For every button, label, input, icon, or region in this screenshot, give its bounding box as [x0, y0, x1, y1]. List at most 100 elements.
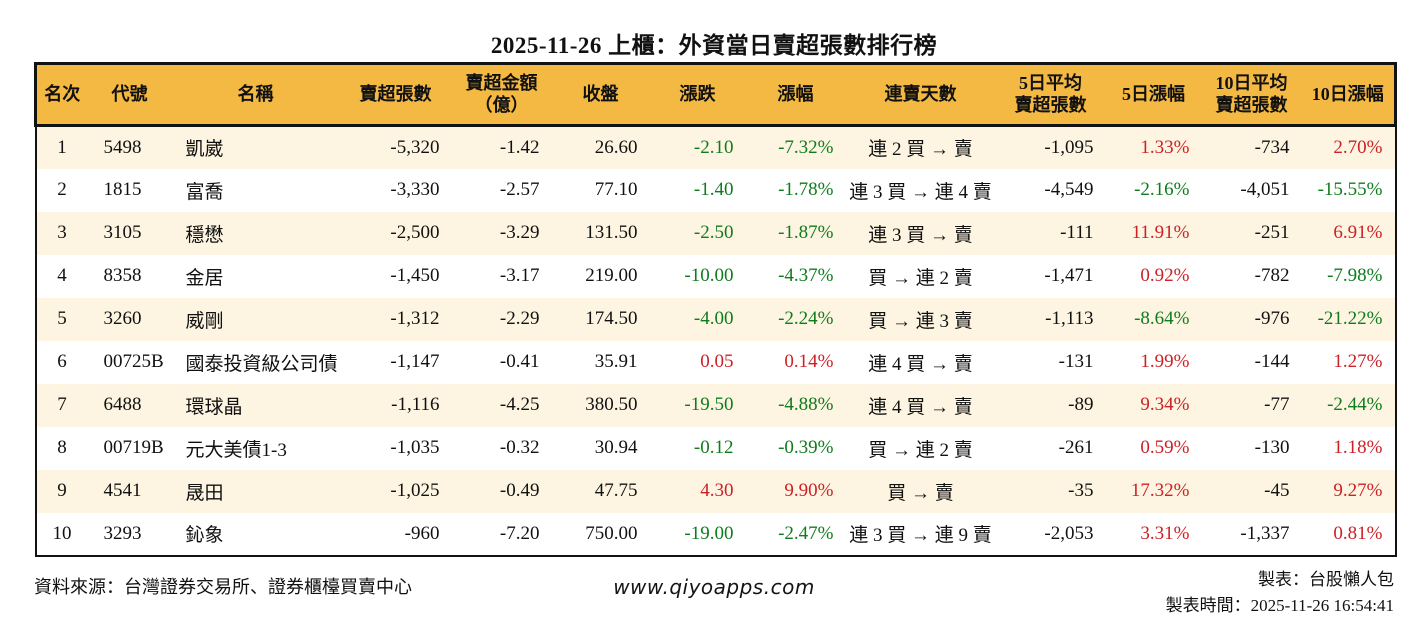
cell-code: 4541 [103, 480, 142, 501]
cell-name: 環球晶 [185, 396, 243, 418]
cell-avg10-net-sell: -45 [1264, 480, 1290, 501]
cell-name: 晟田 [185, 482, 224, 504]
cell-net-sell-qty: -960 [339, 512, 452, 557]
cell-code: 3105 [103, 222, 142, 243]
column-header-change: 漲跌 [649, 62, 746, 127]
cell-net-sell-amount: -4.25 [499, 394, 540, 415]
cell-change: -2.50 [693, 222, 734, 243]
page-title: 2025-11-26 上櫃：外資當日賣超張數排行榜 [490, 33, 938, 58]
cell-streak: 買 → 賣 [887, 482, 954, 504]
cell-net-sell-qty: -1,116 [391, 394, 440, 415]
cell-code: 3260 [103, 308, 142, 329]
cell-code: 6488 [103, 394, 142, 415]
column-header-avg5-net-sell: 5日平均 賣超張數 [995, 62, 1106, 127]
cell-name: 威剛 [185, 310, 224, 332]
cell-rank: 8 [34, 426, 88, 470]
cell-avg10-net-sell: -251 [1254, 222, 1290, 243]
cell-pct5: 11.91% [1131, 222, 1190, 243]
cell-pct5: 17.32% [1130, 480, 1190, 501]
cell-rank: 6 [34, 340, 88, 384]
cell-streak: 連 3 買 → 連 9 賣 [845, 512, 996, 557]
cell-avg10-net-sell: -4,051 [1240, 179, 1290, 200]
cell-pct10: 2.70% [1301, 125, 1397, 169]
cell-avg10-net-sell: -130 [1254, 437, 1290, 458]
cell-pct10: 6.91% [1301, 211, 1397, 255]
cell-close: 380.50 [585, 394, 638, 415]
cell-rank: 10 [34, 512, 88, 557]
cell-close: 47.75 [594, 480, 638, 501]
column-header-code: 代號 [87, 62, 172, 127]
cell-code: 00725B [103, 351, 164, 372]
cell-avg5-net-sell: -1,095 [1044, 136, 1094, 158]
cell-change: -19.50 [684, 394, 734, 415]
column-header-close: 收盤 [551, 62, 650, 127]
cell-change-pct: -4.37% [778, 265, 834, 286]
cell-avg10-net-sell: -782 [1254, 265, 1290, 286]
cell-rank: 4 [34, 254, 88, 298]
cell-change-pct: -0.39% [778, 437, 834, 458]
cell-close: 26.60 [594, 136, 638, 158]
cell-avg5-net-sell: -89 [1068, 394, 1094, 415]
cell-net-sell-qty: -3,330 [390, 179, 440, 200]
data-source-note: 資料來源：台灣證券交易所、證券櫃檯買賣中心 [34, 576, 412, 597]
cell-net-sell-qty: -1,450 [390, 265, 440, 286]
table-row: 4 8358 金居 -1,450 -3.17 219.00 -10.00 -4.37% 買 → … [34, 254, 1397, 298]
cell-name: 凱崴 [185, 139, 224, 161]
cell-pct10: 1.27% [1301, 340, 1397, 384]
cell-net-sell-amount: -2.57 [499, 179, 540, 200]
cell-net-sell-amount: -7.20 [451, 512, 552, 557]
cell-streak: 連 3 買 → 賣 [868, 224, 973, 246]
cell-rank: 1 [34, 125, 88, 169]
cell-name: 鈊象 [171, 512, 340, 557]
cell-pct5: 9.34% [1140, 394, 1190, 415]
cell-change: -2.10 [693, 136, 734, 158]
cell-net-sell-qty: -5,320 [390, 136, 440, 158]
cell-close: 35.91 [594, 351, 638, 372]
cell-net-sell-qty: -1,035 [390, 437, 440, 458]
cell-pct5: 1.33% [1140, 136, 1190, 158]
cell-avg5-net-sell: -4,549 [1044, 179, 1094, 200]
table-row: 3 3105 穩懋 -2,500 -3.29 131.50 -2.50 -1.87% 連 3 買… [34, 211, 1397, 255]
cell-net-sell-amount: -0.41 [499, 351, 540, 372]
cell-avg5-net-sell: -1,113 [1045, 308, 1094, 329]
cell-change-pct: -7.32% [778, 136, 834, 158]
cell-pct5: 3.31% [1105, 512, 1202, 557]
cell-avg10-net-sell: -144 [1254, 351, 1290, 372]
cell-code: 8358 [103, 265, 142, 286]
cell-change: -10.00 [684, 265, 734, 286]
cell-pct10: -7.98% [1301, 254, 1397, 298]
cell-avg10-net-sell: -734 [1254, 136, 1290, 158]
table-row: 9 4541 晟田 -1,025 -0.49 47.75 4.30 9.90% 買 → 賣 -35… [34, 469, 1397, 513]
table-body: 1 5498 凱崴 -5,320 -1.42 26.60 -2.10 -7.32% 連 2 買 … [34, 125, 1397, 557]
column-header-streak: 連賣天數 [845, 62, 996, 127]
credits-author: 製表：台股懶人包 [1258, 569, 1394, 589]
cell-name: 穩懋 [185, 224, 224, 246]
website-url: www.qiyoapps.com [613, 574, 815, 599]
cell-streak: 買 → 連 3 賣 [868, 310, 973, 332]
column-header-pct10: 10日漲幅 [1301, 62, 1397, 127]
credits-timestamp: 製表時間：2025-11-26 16:54:41 [1165, 595, 1394, 615]
cell-net-sell-qty: -1,312 [390, 308, 440, 329]
cell-code: 00719B [103, 437, 164, 458]
cell-pct5: -2.16% [1134, 179, 1190, 200]
cell-pct10: 9.27% [1301, 469, 1397, 513]
cell-close: 219.00 [585, 265, 638, 286]
cell-close: 750.00 [551, 512, 650, 557]
foreign-net-sell-ranking-table: 名次 代號 名稱 賣超張數 賣超金額 （億） 收盤 漲跌 漲幅 連賣天數 5日平均 賣超張數 5日漲… [34, 62, 1397, 557]
cell-change-pct: -1.87% [778, 222, 834, 243]
cell-change: -19.00 [649, 512, 746, 557]
cell-change: -1.40 [693, 179, 734, 200]
table-row: 6 00725B 國泰投資級公司債 -1,147 -0.41 35.91 0.05 0.14%… [34, 340, 1397, 384]
cell-pct5: -8.64% [1134, 308, 1190, 329]
cell-change-pct: 0.14% [784, 351, 834, 372]
cell-net-sell-amount: -0.32 [499, 437, 540, 458]
cell-streak: 連 3 買 → 連 4 賣 [849, 181, 992, 203]
cell-name: 元大美債1-3 [185, 439, 287, 461]
table-row: 5 3260 威剛 -1,312 -2.29 174.50 -4.00 -2.24% 買 → 連… [34, 297, 1397, 341]
cell-streak: 買 → 連 2 賣 [868, 439, 973, 461]
cell-rank: 9 [34, 469, 88, 513]
cell-change-pct: -2.24% [778, 308, 834, 329]
cell-close: 131.50 [585, 222, 638, 243]
cell-rank: 2 [34, 168, 88, 212]
cell-change: 4.30 [700, 480, 734, 501]
